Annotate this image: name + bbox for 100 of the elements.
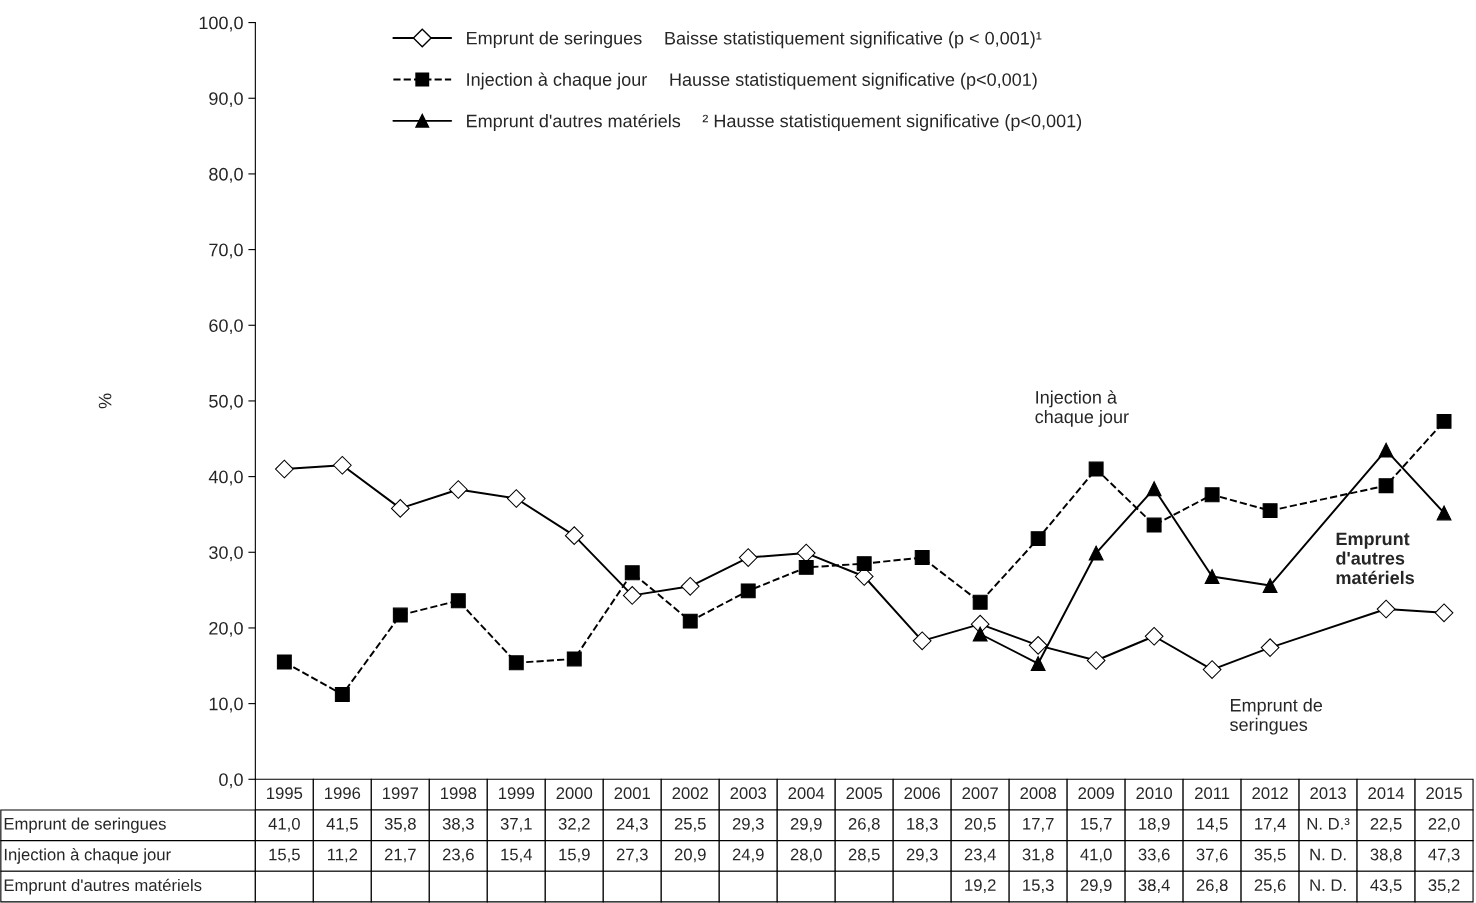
x-tick-label: 2006 xyxy=(904,787,940,800)
data-label: 20,5 xyxy=(964,817,996,832)
data-label: 19,2 xyxy=(965,879,996,893)
x-tick-label: 2005 xyxy=(846,787,883,800)
annotation: Hausse statistiquement significative (p<0,001) xyxy=(670,72,1037,90)
x-tick-label: 2002 xyxy=(672,787,708,800)
annotation: Injection à chaque jour xyxy=(1035,390,1129,427)
x-tick-label: 2011 xyxy=(1195,787,1230,800)
x-tick-label: 2013 xyxy=(1310,787,1346,800)
data-label: 28,5 xyxy=(848,848,880,863)
data-label: 35,5 xyxy=(1254,848,1286,863)
point xyxy=(738,548,758,567)
y-tick-label: 70,0 xyxy=(209,243,243,259)
x-tick-label: 2001 xyxy=(614,787,650,800)
x-tick-label: 1997 xyxy=(383,787,419,800)
data-label: 47,3 xyxy=(1428,848,1460,863)
point xyxy=(1088,545,1104,561)
data-label: 32,2 xyxy=(558,817,590,832)
data-label: 35,8 xyxy=(384,817,416,832)
point xyxy=(1144,626,1164,646)
x-tick-label: 2003 xyxy=(730,787,767,800)
x-tick-label: 2014 xyxy=(1368,787,1405,800)
point xyxy=(392,607,408,623)
legend-label: Emprunt d'autres matériels xyxy=(467,113,681,131)
data-label: 15,4 xyxy=(501,848,533,863)
data-label: 23,6 xyxy=(442,848,474,863)
x-tick-label: 2008 xyxy=(1020,787,1056,800)
data-label: 24,9 xyxy=(732,848,764,863)
point xyxy=(566,651,582,667)
data-label: 33,6 xyxy=(1138,848,1170,863)
x-tick-label: 1998 xyxy=(441,787,477,800)
data-label: 37,6 xyxy=(1196,848,1228,863)
y-tick-label: 50,0 xyxy=(209,394,243,410)
point xyxy=(1146,517,1162,533)
y-tick-label: 90,0 xyxy=(209,92,243,108)
y-tick-label: 20,0 xyxy=(209,621,243,637)
text: Injection à chaque jour xyxy=(4,848,171,864)
point xyxy=(796,543,816,563)
point xyxy=(1262,578,1278,594)
point xyxy=(1202,660,1222,679)
x-tick-label: 1995 xyxy=(267,787,303,800)
data-label: 24,3 xyxy=(616,817,648,832)
data-label: 26,8 xyxy=(848,817,880,832)
point xyxy=(856,556,872,572)
point xyxy=(680,576,700,596)
y-tick-label: 10,0 xyxy=(209,697,243,713)
point xyxy=(332,455,352,475)
point xyxy=(1378,442,1394,458)
point xyxy=(506,489,526,508)
point xyxy=(1204,487,1220,503)
data-label: 38,4 xyxy=(1138,879,1170,893)
point xyxy=(508,655,524,671)
data-label: 22,0 xyxy=(1428,817,1460,832)
y-tick-label: 0,0 xyxy=(219,773,243,789)
point xyxy=(972,594,988,610)
text: Emprunt de seringues xyxy=(4,817,166,834)
data-label: 23,4 xyxy=(964,848,996,863)
point xyxy=(276,654,292,670)
x-tick-label: 1999 xyxy=(499,787,535,800)
point xyxy=(1436,413,1452,429)
data-label: 29,3 xyxy=(732,817,764,832)
text: Emprunt d'autres matériels xyxy=(4,878,202,895)
data-label: 18,9 xyxy=(1139,817,1170,832)
point xyxy=(1146,481,1162,497)
text: N. D. xyxy=(1310,879,1346,891)
point xyxy=(334,687,350,702)
point xyxy=(972,626,988,642)
data-label: 41,5 xyxy=(326,818,358,832)
data-label: 17,7 xyxy=(1023,818,1054,832)
point xyxy=(1378,478,1394,494)
data-label: 25,6 xyxy=(1254,879,1286,893)
y-tick-label: 40,0 xyxy=(208,470,243,486)
data-label: 35,2 xyxy=(1428,879,1460,893)
x-tick-label: 2004 xyxy=(788,787,825,800)
data-label: 29,3 xyxy=(906,848,938,863)
data-label: 29,9 xyxy=(1080,879,1112,893)
data-label: 14,5 xyxy=(1197,818,1228,832)
legend-label: Emprunt de seringues xyxy=(467,31,642,49)
annotation: Emprunt de seringues xyxy=(1230,698,1323,735)
data-label: 25,5 xyxy=(674,817,706,832)
point xyxy=(1434,603,1454,623)
data-label: 37,1 xyxy=(500,817,532,832)
data-label: 15,3 xyxy=(1023,879,1054,893)
data-label: 41,0 xyxy=(1080,848,1112,863)
point xyxy=(564,526,584,545)
x-tick-label: 2010 xyxy=(1136,787,1173,800)
data-label: 26,8 xyxy=(1196,879,1228,893)
y-axis-title: % xyxy=(98,393,112,409)
text: N. D.³ xyxy=(1307,818,1350,830)
y-tick-label: 100,0 xyxy=(199,16,243,32)
data-label: 15,5 xyxy=(269,848,300,863)
data-label: 21,7 xyxy=(384,848,416,863)
point xyxy=(1030,531,1046,547)
x-tick-label: 2012 xyxy=(1252,787,1288,800)
point xyxy=(1028,635,1048,655)
data-label: 22,5 xyxy=(1370,817,1402,832)
point xyxy=(1260,638,1280,657)
data-label: 15,9 xyxy=(559,848,590,863)
point xyxy=(1088,461,1104,477)
data-label: 17,4 xyxy=(1255,818,1286,832)
